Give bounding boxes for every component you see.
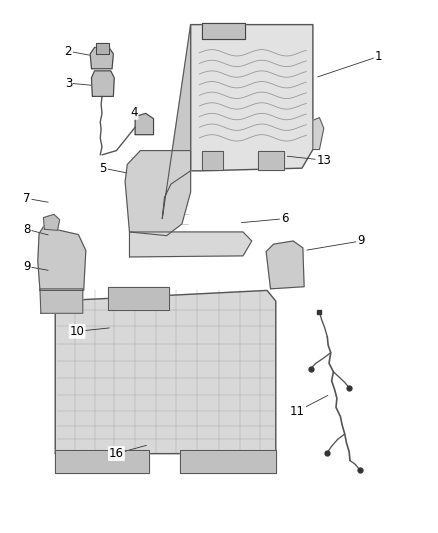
Polygon shape <box>108 287 169 310</box>
Text: 6: 6 <box>281 212 288 225</box>
Text: 9: 9 <box>23 260 31 273</box>
Polygon shape <box>191 25 313 171</box>
Text: 16: 16 <box>109 447 124 460</box>
Text: 7: 7 <box>23 192 31 205</box>
Polygon shape <box>201 23 245 39</box>
Polygon shape <box>96 43 109 54</box>
Polygon shape <box>125 151 191 236</box>
Polygon shape <box>55 450 149 473</box>
Text: 8: 8 <box>23 223 31 236</box>
Text: 1: 1 <box>374 50 382 63</box>
Polygon shape <box>43 214 60 230</box>
Text: 4: 4 <box>130 106 138 119</box>
Polygon shape <box>40 289 83 313</box>
Text: 3: 3 <box>65 77 72 90</box>
Polygon shape <box>90 47 113 69</box>
Polygon shape <box>135 114 153 135</box>
Polygon shape <box>55 290 276 454</box>
Polygon shape <box>266 241 304 289</box>
Polygon shape <box>202 151 223 169</box>
Polygon shape <box>180 450 276 473</box>
Text: 11: 11 <box>290 405 305 417</box>
Text: 9: 9 <box>357 235 365 247</box>
Text: 5: 5 <box>99 161 107 175</box>
Polygon shape <box>130 232 252 257</box>
Polygon shape <box>162 25 191 219</box>
Polygon shape <box>38 227 86 290</box>
Polygon shape <box>92 71 114 96</box>
Text: 13: 13 <box>316 154 331 167</box>
Text: 2: 2 <box>65 45 72 58</box>
Text: 10: 10 <box>70 325 85 338</box>
Polygon shape <box>258 151 285 169</box>
Polygon shape <box>313 118 324 150</box>
